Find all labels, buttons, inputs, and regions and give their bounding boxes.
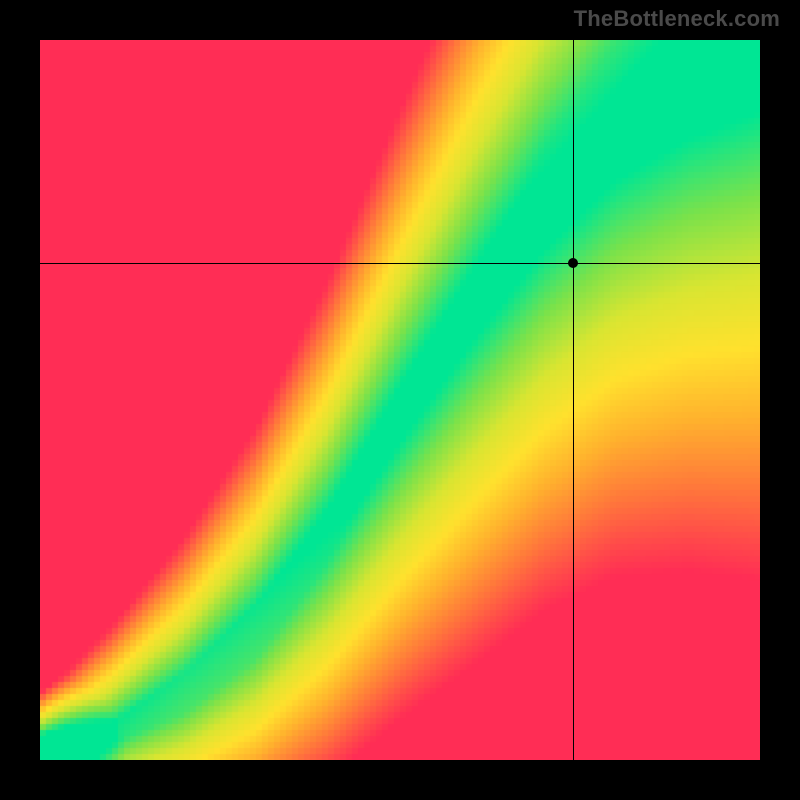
chart-container: TheBottleneck.com [0, 0, 800, 800]
crosshair-horizontal [40, 263, 760, 264]
selection-marker-dot [568, 258, 578, 268]
bottleneck-heatmap [40, 40, 760, 760]
watermark-text: TheBottleneck.com [574, 6, 780, 32]
crosshair-vertical [573, 40, 574, 760]
